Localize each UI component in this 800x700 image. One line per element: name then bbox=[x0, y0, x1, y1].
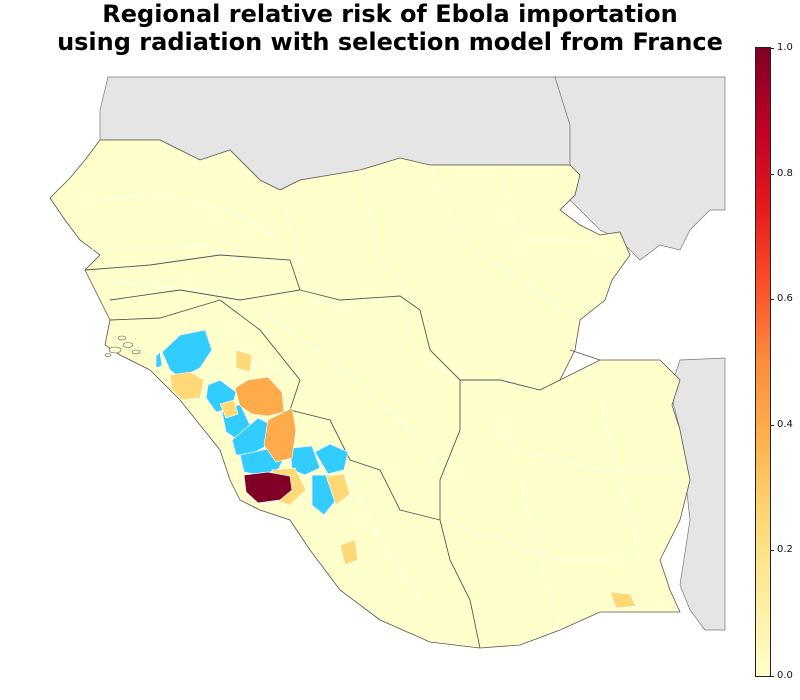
moderate-high-regions bbox=[234, 376, 297, 463]
admin-boundaries bbox=[84, 164, 680, 631]
colorbar-gradient bbox=[755, 47, 771, 677]
colorbar-tick-label: 1.0 bbox=[777, 42, 793, 53]
map-title: Regional relative risk of Ebola importat… bbox=[0, 0, 780, 56]
choropleth-map bbox=[49, 76, 726, 649]
colorbar-tick bbox=[770, 676, 774, 677]
title-line-1: Regional relative risk of Ebola importat… bbox=[102, 0, 678, 28]
colorbar-tick bbox=[770, 550, 774, 551]
colorbar: 0.0 0.2 0.4 0.6 0.8 1.0 bbox=[755, 42, 795, 681]
title-line-2: using radiation with selection model fro… bbox=[57, 28, 723, 56]
colorbar-tick bbox=[770, 425, 774, 426]
colorbar-tick bbox=[770, 48, 774, 49]
colorbar-tick-label: 0.2 bbox=[777, 544, 793, 555]
coastal-islands bbox=[104, 335, 141, 357]
colorbar-tick-label: 0.0 bbox=[777, 670, 793, 681]
colorbar-tick-label: 0.8 bbox=[777, 168, 793, 179]
country-borders bbox=[84, 254, 601, 649]
colorbar-tick bbox=[770, 174, 774, 175]
colorbar-tick-label: 0.6 bbox=[777, 293, 793, 304]
colorbar-tick-label: 0.4 bbox=[777, 419, 793, 430]
highest-risk-region bbox=[243, 471, 293, 504]
colorbar-tick bbox=[770, 299, 774, 300]
surrounding-land bbox=[99, 76, 726, 631]
